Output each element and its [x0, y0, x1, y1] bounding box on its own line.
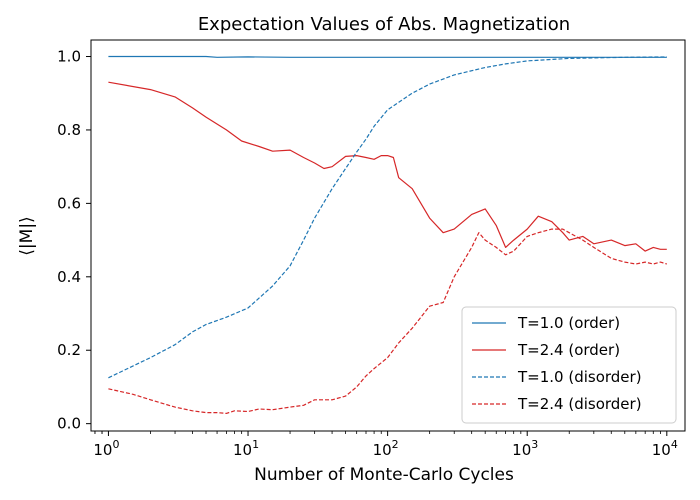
series-layer	[108, 55, 667, 414]
x-tick-label-3: 103	[512, 438, 538, 459]
x-axis-title: Number of Monte-Carlo Cycles	[254, 465, 514, 485]
legend-label-4: T=2.4 (disorder)	[517, 395, 642, 413]
x-ticks: 100 101 102 103 104	[93, 431, 678, 459]
x-tick-label-0: 100	[93, 438, 119, 459]
y-tick-label-2: 0.4	[57, 268, 81, 286]
legend-label-3: T=1.0 (disorder)	[517, 368, 642, 386]
series-line-3	[108, 56, 667, 379]
chart-title: Expectation Values of Abs. Magnetization	[198, 14, 570, 35]
series-line-1	[108, 55, 667, 58]
y-tick-label-5: 1.0	[57, 48, 81, 66]
series-line-2	[108, 81, 667, 252]
plot-area-frame	[90, 39, 686, 432]
y-axis-title: ⟨|M|⟩	[17, 216, 37, 255]
legend-label-2: T=2.4 (order)	[517, 341, 620, 359]
y-tick-label-0: 0.0	[57, 415, 81, 433]
y-tick-label-1: 0.2	[57, 341, 81, 359]
y-tick-label-3: 0.6	[57, 194, 81, 212]
legend-label-1: T=1.0 (order)	[517, 314, 620, 332]
series-line-4	[108, 228, 667, 414]
x-tick-label-1: 101	[233, 438, 259, 459]
x-tick-label-2: 102	[373, 438, 399, 459]
x-tick-label-4: 104	[652, 438, 678, 459]
legend-box	[461, 306, 677, 424]
y-tick-label-4: 0.8	[57, 121, 81, 139]
legend: T=1.0 (order) T=2.4 (order) T=1.0 (disorde…	[461, 306, 677, 424]
y-ticks: 0.0 0.2 0.4 0.6 0.8 1.0	[57, 48, 91, 433]
